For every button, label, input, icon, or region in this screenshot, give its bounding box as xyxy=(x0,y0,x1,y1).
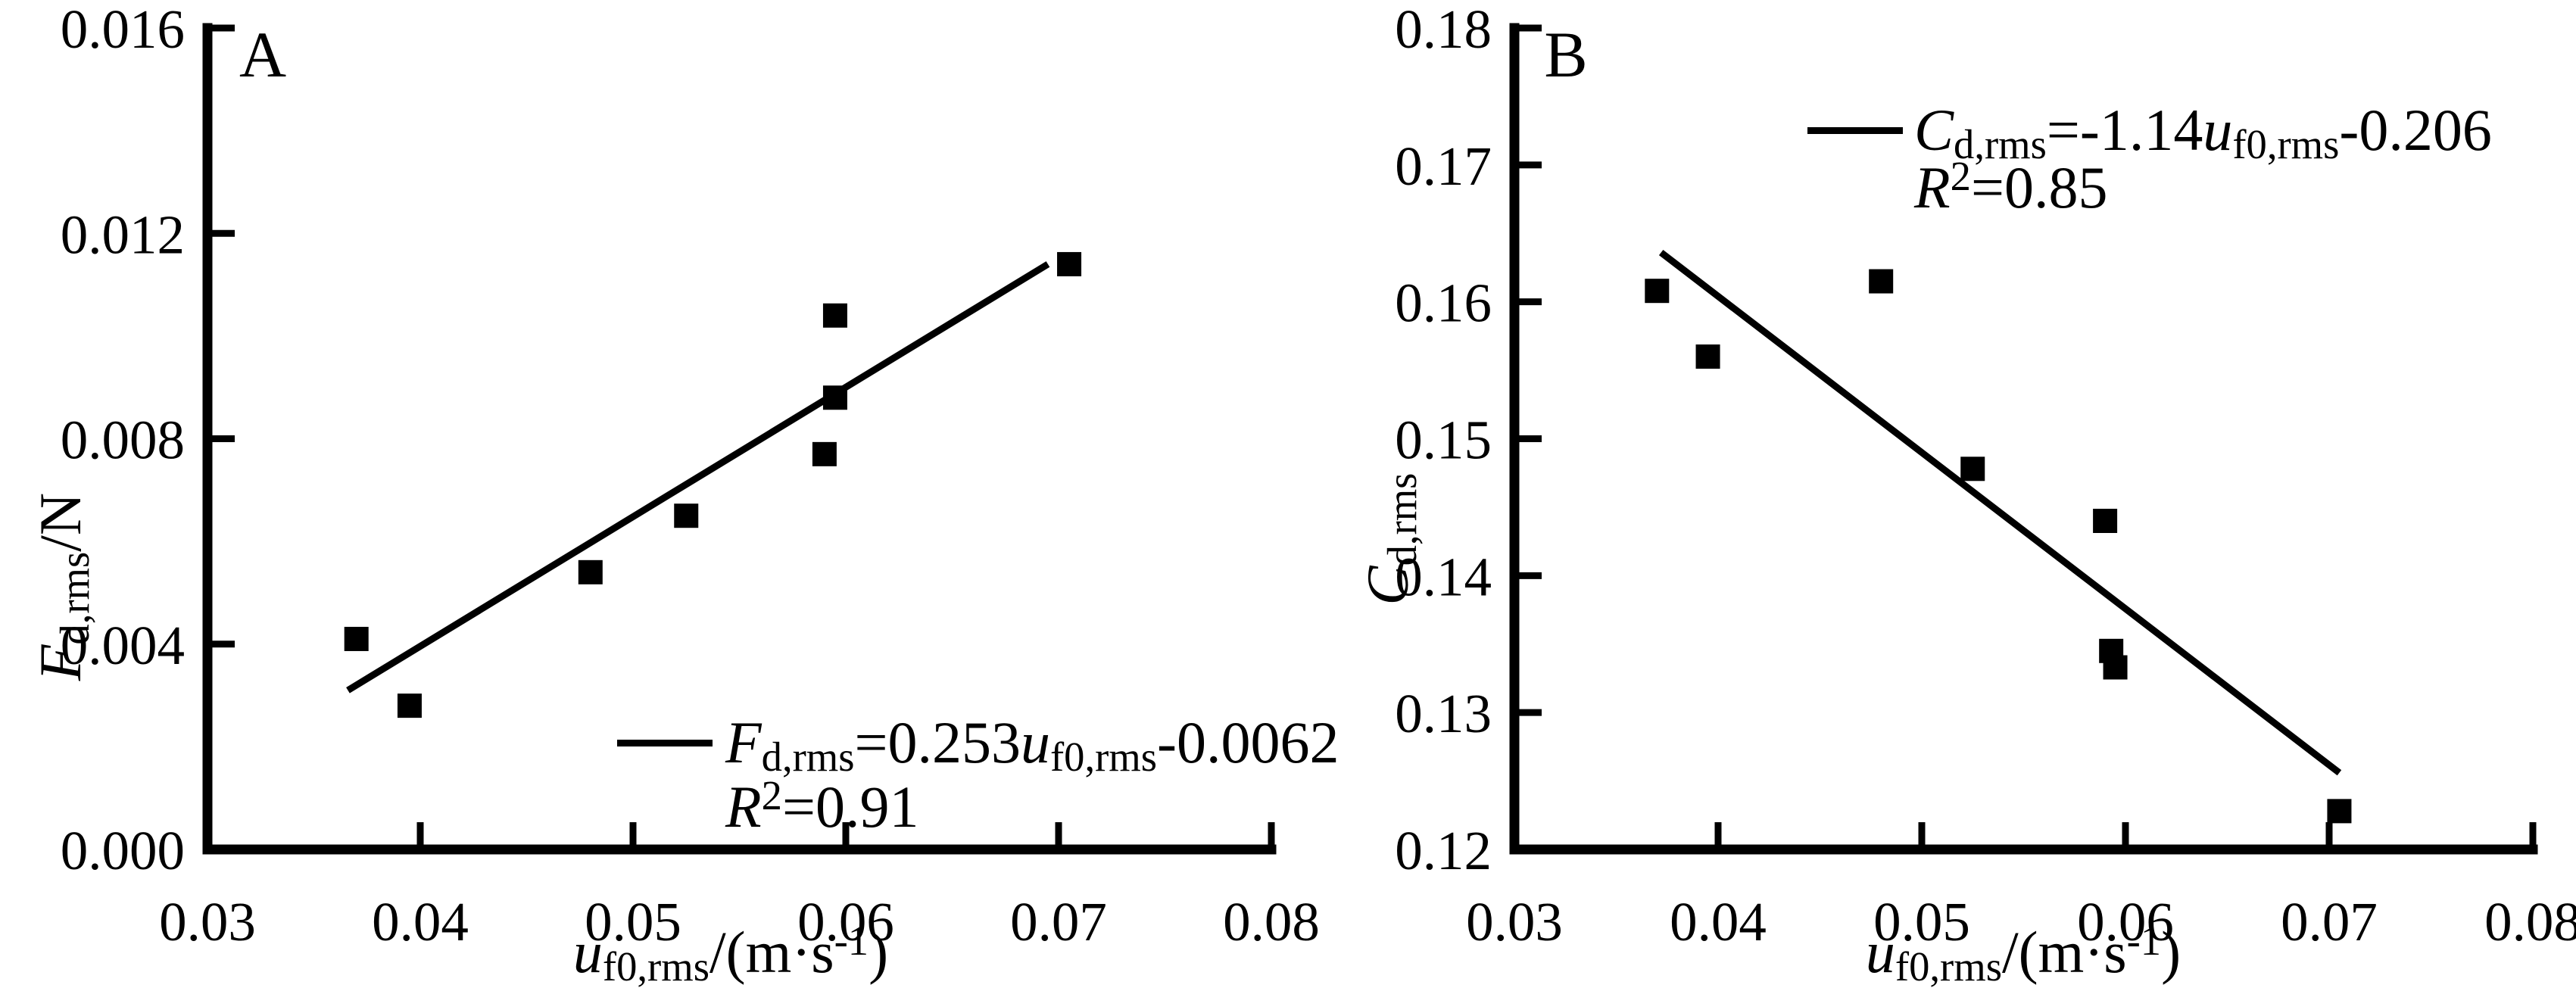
data-point-A xyxy=(1057,251,1082,276)
equation-sub-A: d,rms xyxy=(761,733,855,780)
y-tick-label-B: 0.17 xyxy=(1395,136,1492,197)
y-tick-label-B: 0.18 xyxy=(1395,0,1492,60)
x-tick-label-A: 0.05 xyxy=(585,891,681,952)
x-tick-label-B: 0.07 xyxy=(2281,891,2378,952)
x-tick-label-A: 0.04 xyxy=(372,891,469,952)
r2-exp-A: 2 xyxy=(761,772,782,819)
x-axis-exponent-A: -1 xyxy=(834,918,869,965)
equation-var-A: F xyxy=(725,709,762,775)
x-axis-subscript-B: f0,rms xyxy=(1895,943,2002,988)
y-axis-variable-A: F xyxy=(27,644,93,681)
x-tick-label-B: 0.03 xyxy=(1466,891,1563,952)
y-tick-label-A: 0.000 xyxy=(61,820,185,881)
legend-line-sample-B xyxy=(1807,127,1903,134)
legend-r2-A: R2=0.91 xyxy=(725,769,918,845)
legend-r2-B: R2=0.85 xyxy=(1914,150,2107,226)
equation-sub-B: d,rms xyxy=(1954,120,2047,167)
y-tick-label-A: 0.012 xyxy=(61,204,185,265)
y-tick-label-B: 0.15 xyxy=(1395,410,1492,471)
y-tick-label-A: 0.004 xyxy=(61,615,185,676)
equation-sub2-B: f0,rms xyxy=(2232,120,2340,167)
data-point-A xyxy=(822,303,847,328)
legend-equation-A: Fd,rms=0.253uf0,rms-0.0062 xyxy=(725,705,1339,781)
equation-intercept-A: -0.0062 xyxy=(1157,709,1339,775)
r2-var-A: R xyxy=(725,774,762,840)
fit-line-A xyxy=(346,261,1050,693)
equation-coeff-A: =0.253 xyxy=(854,709,1021,775)
x-axis-subscript-A: f0,rms xyxy=(602,943,709,988)
y-tick-label-A: 0.016 xyxy=(61,0,185,60)
equation-var2-A: u xyxy=(1021,709,1050,775)
equation-sub2-A: f0,rms xyxy=(1050,733,1158,780)
x-axis-exponent-B: -1 xyxy=(2126,918,2162,965)
data-point-B xyxy=(2103,655,2128,680)
equation-var2-B: u xyxy=(2203,97,2233,163)
data-point-A xyxy=(812,441,837,466)
data-point-A xyxy=(397,693,422,718)
r2-exp-B: 2 xyxy=(1950,153,1971,200)
x-tick-label-A: 0.06 xyxy=(797,891,894,952)
x-axis-unit-B: /(m·s xyxy=(2001,919,2127,985)
x-tick-label-A: 0.07 xyxy=(1010,891,1107,952)
y-tick-label-B: 0.14 xyxy=(1395,546,1492,607)
data-point-A xyxy=(674,503,699,528)
data-point-A xyxy=(344,626,369,651)
legend-line-sample-A xyxy=(617,740,713,746)
r2-value-A: =0.91 xyxy=(781,774,919,840)
x-axis-variable-B: u xyxy=(1865,919,1895,985)
x-tick-label-B: 0.08 xyxy=(2484,891,2576,952)
x-axis-unit-close-A: ) xyxy=(869,919,889,985)
x-axis-unit-close-B: ) xyxy=(2161,919,2181,985)
x-tick-label-B: 0.06 xyxy=(2077,891,2174,952)
equation-coeff-B: =-1.14 xyxy=(2046,97,2203,163)
y-axis-variable-B: C xyxy=(1355,566,1421,606)
y-axis-subscript-B: d,rms xyxy=(1378,472,1425,566)
data-point-B xyxy=(2327,799,2352,824)
data-point-B xyxy=(2093,509,2118,533)
x-axis-title-B: uf0,rms/(m·s-1) xyxy=(1866,920,2181,986)
data-point-B xyxy=(1960,457,1985,482)
data-point-A xyxy=(822,385,847,410)
y-tick-label-B: 0.13 xyxy=(1395,683,1492,744)
y-axis-title-A: Fd,rms/N xyxy=(27,493,98,681)
y-tick-label-B: 0.16 xyxy=(1395,273,1492,334)
data-point-B xyxy=(1695,344,1720,369)
legend-equation-B: Cd,rms=-1.14uf0,rms-0.206 xyxy=(1914,92,2492,168)
r2-value-B: =0.85 xyxy=(1970,154,2108,220)
data-point-B xyxy=(1869,269,1894,294)
x-axis-title-A: uf0,rms/(m·s-1) xyxy=(573,920,888,986)
r2-var-B: R xyxy=(1914,154,1951,220)
x-axis-variable-A: u xyxy=(572,919,603,985)
x-tick-label-A: 0.03 xyxy=(159,891,256,952)
x-tick-label-A: 0.08 xyxy=(1223,891,1320,952)
y-axis-subscript-A: d,rms xyxy=(51,551,98,645)
x-axis-unit-A: /(m·s xyxy=(709,919,834,985)
x-tick-label-B: 0.04 xyxy=(1670,891,1767,952)
axis-spines-A xyxy=(202,23,1277,855)
fit-line-B xyxy=(1658,249,2342,776)
equation-intercept-B: -0.206 xyxy=(2339,97,2492,163)
equation-var-B: C xyxy=(1914,97,1954,163)
data-point-A xyxy=(578,559,603,584)
x-tick-label-B: 0.05 xyxy=(1873,891,1970,952)
y-tick-label-A: 0.008 xyxy=(61,410,185,471)
panel-label-A: A xyxy=(239,18,287,91)
y-axis-title-B: Cd,rms xyxy=(1355,473,1425,606)
y-axis-unit-A: /N xyxy=(27,492,93,552)
data-point-B xyxy=(1645,279,1670,304)
panel-label-B: B xyxy=(1544,18,1588,91)
y-tick-label-B: 0.12 xyxy=(1395,820,1492,881)
